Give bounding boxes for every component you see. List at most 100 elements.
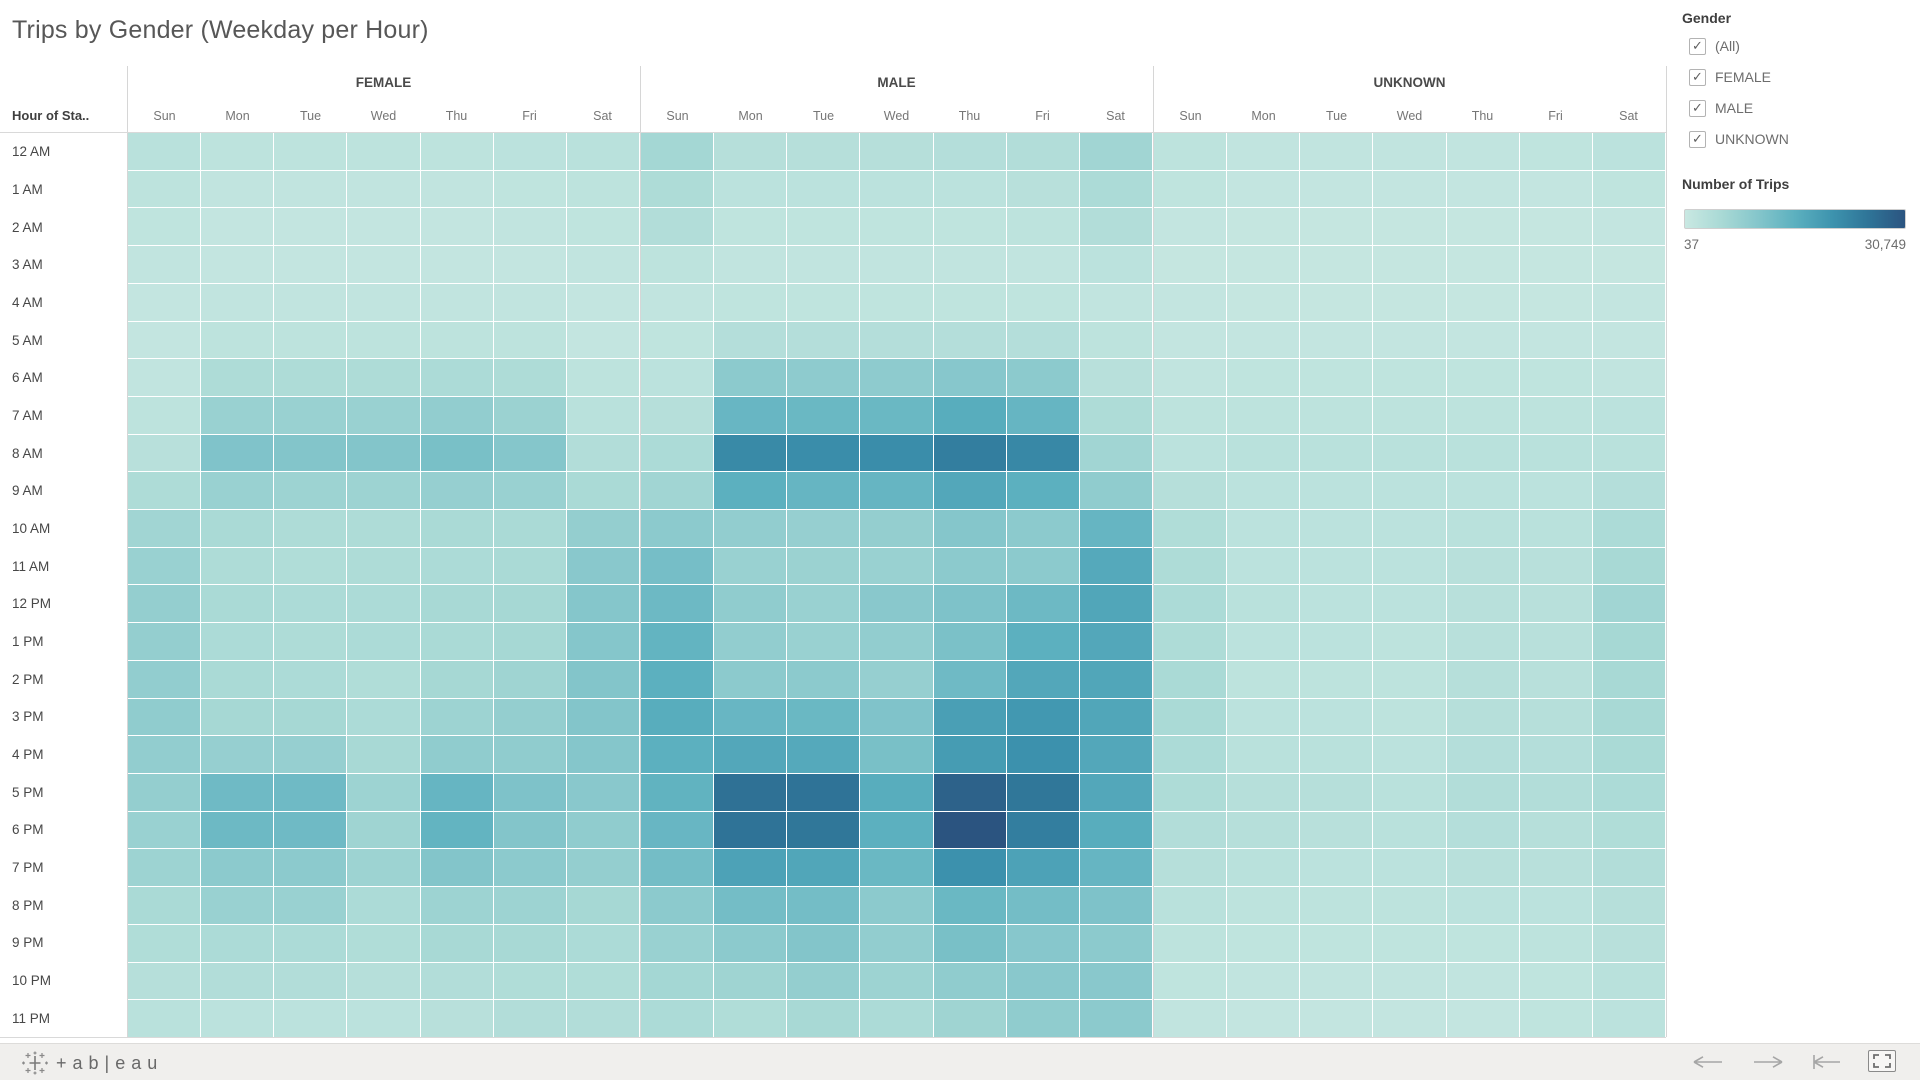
day-label-sat[interactable]: Sat	[1106, 109, 1125, 123]
cell-unknown-tue-10pm[interactable]	[1300, 962, 1373, 1000]
cell-male-sun-3pm[interactable]	[641, 698, 714, 736]
cell-male-fri-12pm[interactable]	[1006, 585, 1079, 623]
cell-unknown-mon-7am[interactable]	[1227, 396, 1300, 434]
cell-unknown-wed-12am[interactable]	[1373, 133, 1446, 170]
cell-female-wed-2pm[interactable]	[347, 660, 420, 698]
day-label-thu[interactable]: Thu	[1471, 109, 1494, 123]
cell-female-thu-2am[interactable]	[420, 208, 493, 246]
cell-male-sat-10am[interactable]	[1079, 510, 1152, 547]
cell-male-mon-4pm[interactable]	[714, 736, 787, 774]
cell-female-sat-10am[interactable]	[566, 510, 639, 547]
cell-male-tue-7pm[interactable]	[787, 849, 860, 887]
cell-unknown-tue-7am[interactable]	[1300, 396, 1373, 434]
cell-female-fri-6am[interactable]	[493, 359, 566, 396]
cell-male-sun-3am[interactable]	[641, 246, 714, 283]
cell-male-mon-6pm[interactable]	[714, 811, 787, 849]
redo-arrow-icon[interactable]	[1748, 1050, 1788, 1074]
cell-unknown-tue-1am[interactable]	[1300, 170, 1373, 208]
cell-unknown-fri-7am[interactable]	[1519, 396, 1592, 434]
cell-male-fri-6pm[interactable]	[1006, 811, 1079, 849]
cell-female-mon-1pm[interactable]	[201, 623, 274, 660]
cell-female-fri-1pm[interactable]	[493, 623, 566, 660]
cell-female-tue-10am[interactable]	[274, 510, 347, 547]
cell-female-thu-6pm[interactable]	[420, 811, 493, 849]
cell-male-sat-9pm[interactable]	[1079, 924, 1152, 962]
cell-female-tue-6am[interactable]	[274, 359, 347, 396]
cell-unknown-tue-3am[interactable]	[1300, 246, 1373, 283]
cell-female-sun-10am[interactable]	[128, 510, 201, 547]
day-label-wed[interactable]: Wed	[1396, 109, 1423, 123]
cell-female-sat-4am[interactable]	[566, 283, 639, 321]
cell-female-tue-11pm[interactable]	[274, 1000, 347, 1037]
cell-female-sat-12pm[interactable]	[566, 585, 639, 623]
cell-male-fri-10am[interactable]	[1006, 510, 1079, 547]
cell-unknown-wed-6pm[interactable]	[1373, 811, 1446, 849]
cell-male-sun-10pm[interactable]	[641, 962, 714, 1000]
cell-unknown-wed-2am[interactable]	[1373, 208, 1446, 246]
cell-unknown-wed-2pm[interactable]	[1373, 660, 1446, 698]
cell-female-wed-9am[interactable]	[347, 472, 420, 510]
cell-female-wed-5am[interactable]	[347, 321, 420, 359]
cell-unknown-mon-11am[interactable]	[1227, 547, 1300, 585]
cell-unknown-sun-7pm[interactable]	[1154, 849, 1227, 887]
cell-male-thu-9pm[interactable]	[933, 924, 1006, 962]
cell-male-tue-12pm[interactable]	[787, 585, 860, 623]
cell-female-fri-3pm[interactable]	[493, 698, 566, 736]
cell-female-sun-8pm[interactable]	[128, 887, 201, 924]
cell-male-thu-10pm[interactable]	[933, 962, 1006, 1000]
cell-female-sun-3am[interactable]	[128, 246, 201, 283]
cell-unknown-wed-1pm[interactable]	[1373, 623, 1446, 660]
cell-female-fri-4pm[interactable]	[493, 736, 566, 774]
cell-unknown-sun-12pm[interactable]	[1154, 585, 1227, 623]
cell-male-sun-7pm[interactable]	[641, 849, 714, 887]
gender-filter-all[interactable]: ✓ (All)	[1689, 36, 1740, 56]
cell-unknown-tue-11pm[interactable]	[1300, 1000, 1373, 1037]
cell-female-wed-6am[interactable]	[347, 359, 420, 396]
cell-female-fri-3am[interactable]	[493, 246, 566, 283]
cell-female-sat-10pm[interactable]	[566, 962, 639, 1000]
cell-male-fri-9am[interactable]	[1006, 472, 1079, 510]
cell-unknown-thu-5am[interactable]	[1446, 321, 1519, 359]
cell-female-sat-11pm[interactable]	[566, 1000, 639, 1037]
cell-unknown-sun-4pm[interactable]	[1154, 736, 1227, 774]
hour-label-1pm[interactable]: 1 PM	[12, 633, 44, 649]
cell-unknown-sun-9am[interactable]	[1154, 472, 1227, 510]
cell-unknown-thu-9am[interactable]	[1446, 472, 1519, 510]
cell-unknown-mon-7pm[interactable]	[1227, 849, 1300, 887]
cell-male-sun-12am[interactable]	[641, 133, 714, 170]
cell-female-fri-5am[interactable]	[493, 321, 566, 359]
cell-female-sat-5am[interactable]	[566, 321, 639, 359]
cell-male-sat-11am[interactable]	[1079, 547, 1152, 585]
cell-female-sat-3pm[interactable]	[566, 698, 639, 736]
cell-male-mon-3am[interactable]	[714, 246, 787, 283]
hour-label-7pm[interactable]: 7 PM	[12, 859, 44, 875]
hour-label-5am[interactable]: 5 AM	[12, 332, 43, 348]
cell-male-wed-4pm[interactable]	[860, 736, 933, 774]
day-label-wed[interactable]: Wed	[370, 109, 397, 123]
cell-unknown-sun-10am[interactable]	[1154, 510, 1227, 547]
cell-unknown-mon-10am[interactable]	[1227, 510, 1300, 547]
cell-unknown-sun-9pm[interactable]	[1154, 924, 1227, 962]
cell-unknown-tue-11am[interactable]	[1300, 547, 1373, 585]
cell-male-thu-4pm[interactable]	[933, 736, 1006, 774]
cell-unknown-sat-6pm[interactable]	[1592, 811, 1665, 849]
cell-male-fri-11am[interactable]	[1006, 547, 1079, 585]
cell-female-fri-8pm[interactable]	[493, 887, 566, 924]
cell-female-tue-1am[interactable]	[274, 170, 347, 208]
hour-label-11pm[interactable]: 11 PM	[12, 1010, 51, 1026]
cell-unknown-tue-9am[interactable]	[1300, 472, 1373, 510]
cell-unknown-mon-6am[interactable]	[1227, 359, 1300, 396]
cell-female-fri-4am[interactable]	[493, 283, 566, 321]
cell-male-thu-10am[interactable]	[933, 510, 1006, 547]
cell-unknown-thu-12pm[interactable]	[1446, 585, 1519, 623]
cell-unknown-sat-5pm[interactable]	[1592, 774, 1665, 811]
cell-unknown-thu-3pm[interactable]	[1446, 698, 1519, 736]
cell-unknown-sun-11am[interactable]	[1154, 547, 1227, 585]
cell-male-wed-7pm[interactable]	[860, 849, 933, 887]
cell-unknown-sun-6am[interactable]	[1154, 359, 1227, 396]
cell-unknown-mon-9am[interactable]	[1227, 472, 1300, 510]
cell-female-sun-1pm[interactable]	[128, 623, 201, 660]
cell-unknown-tue-6pm[interactable]	[1300, 811, 1373, 849]
cell-female-wed-8pm[interactable]	[347, 887, 420, 924]
cell-female-thu-6am[interactable]	[420, 359, 493, 396]
